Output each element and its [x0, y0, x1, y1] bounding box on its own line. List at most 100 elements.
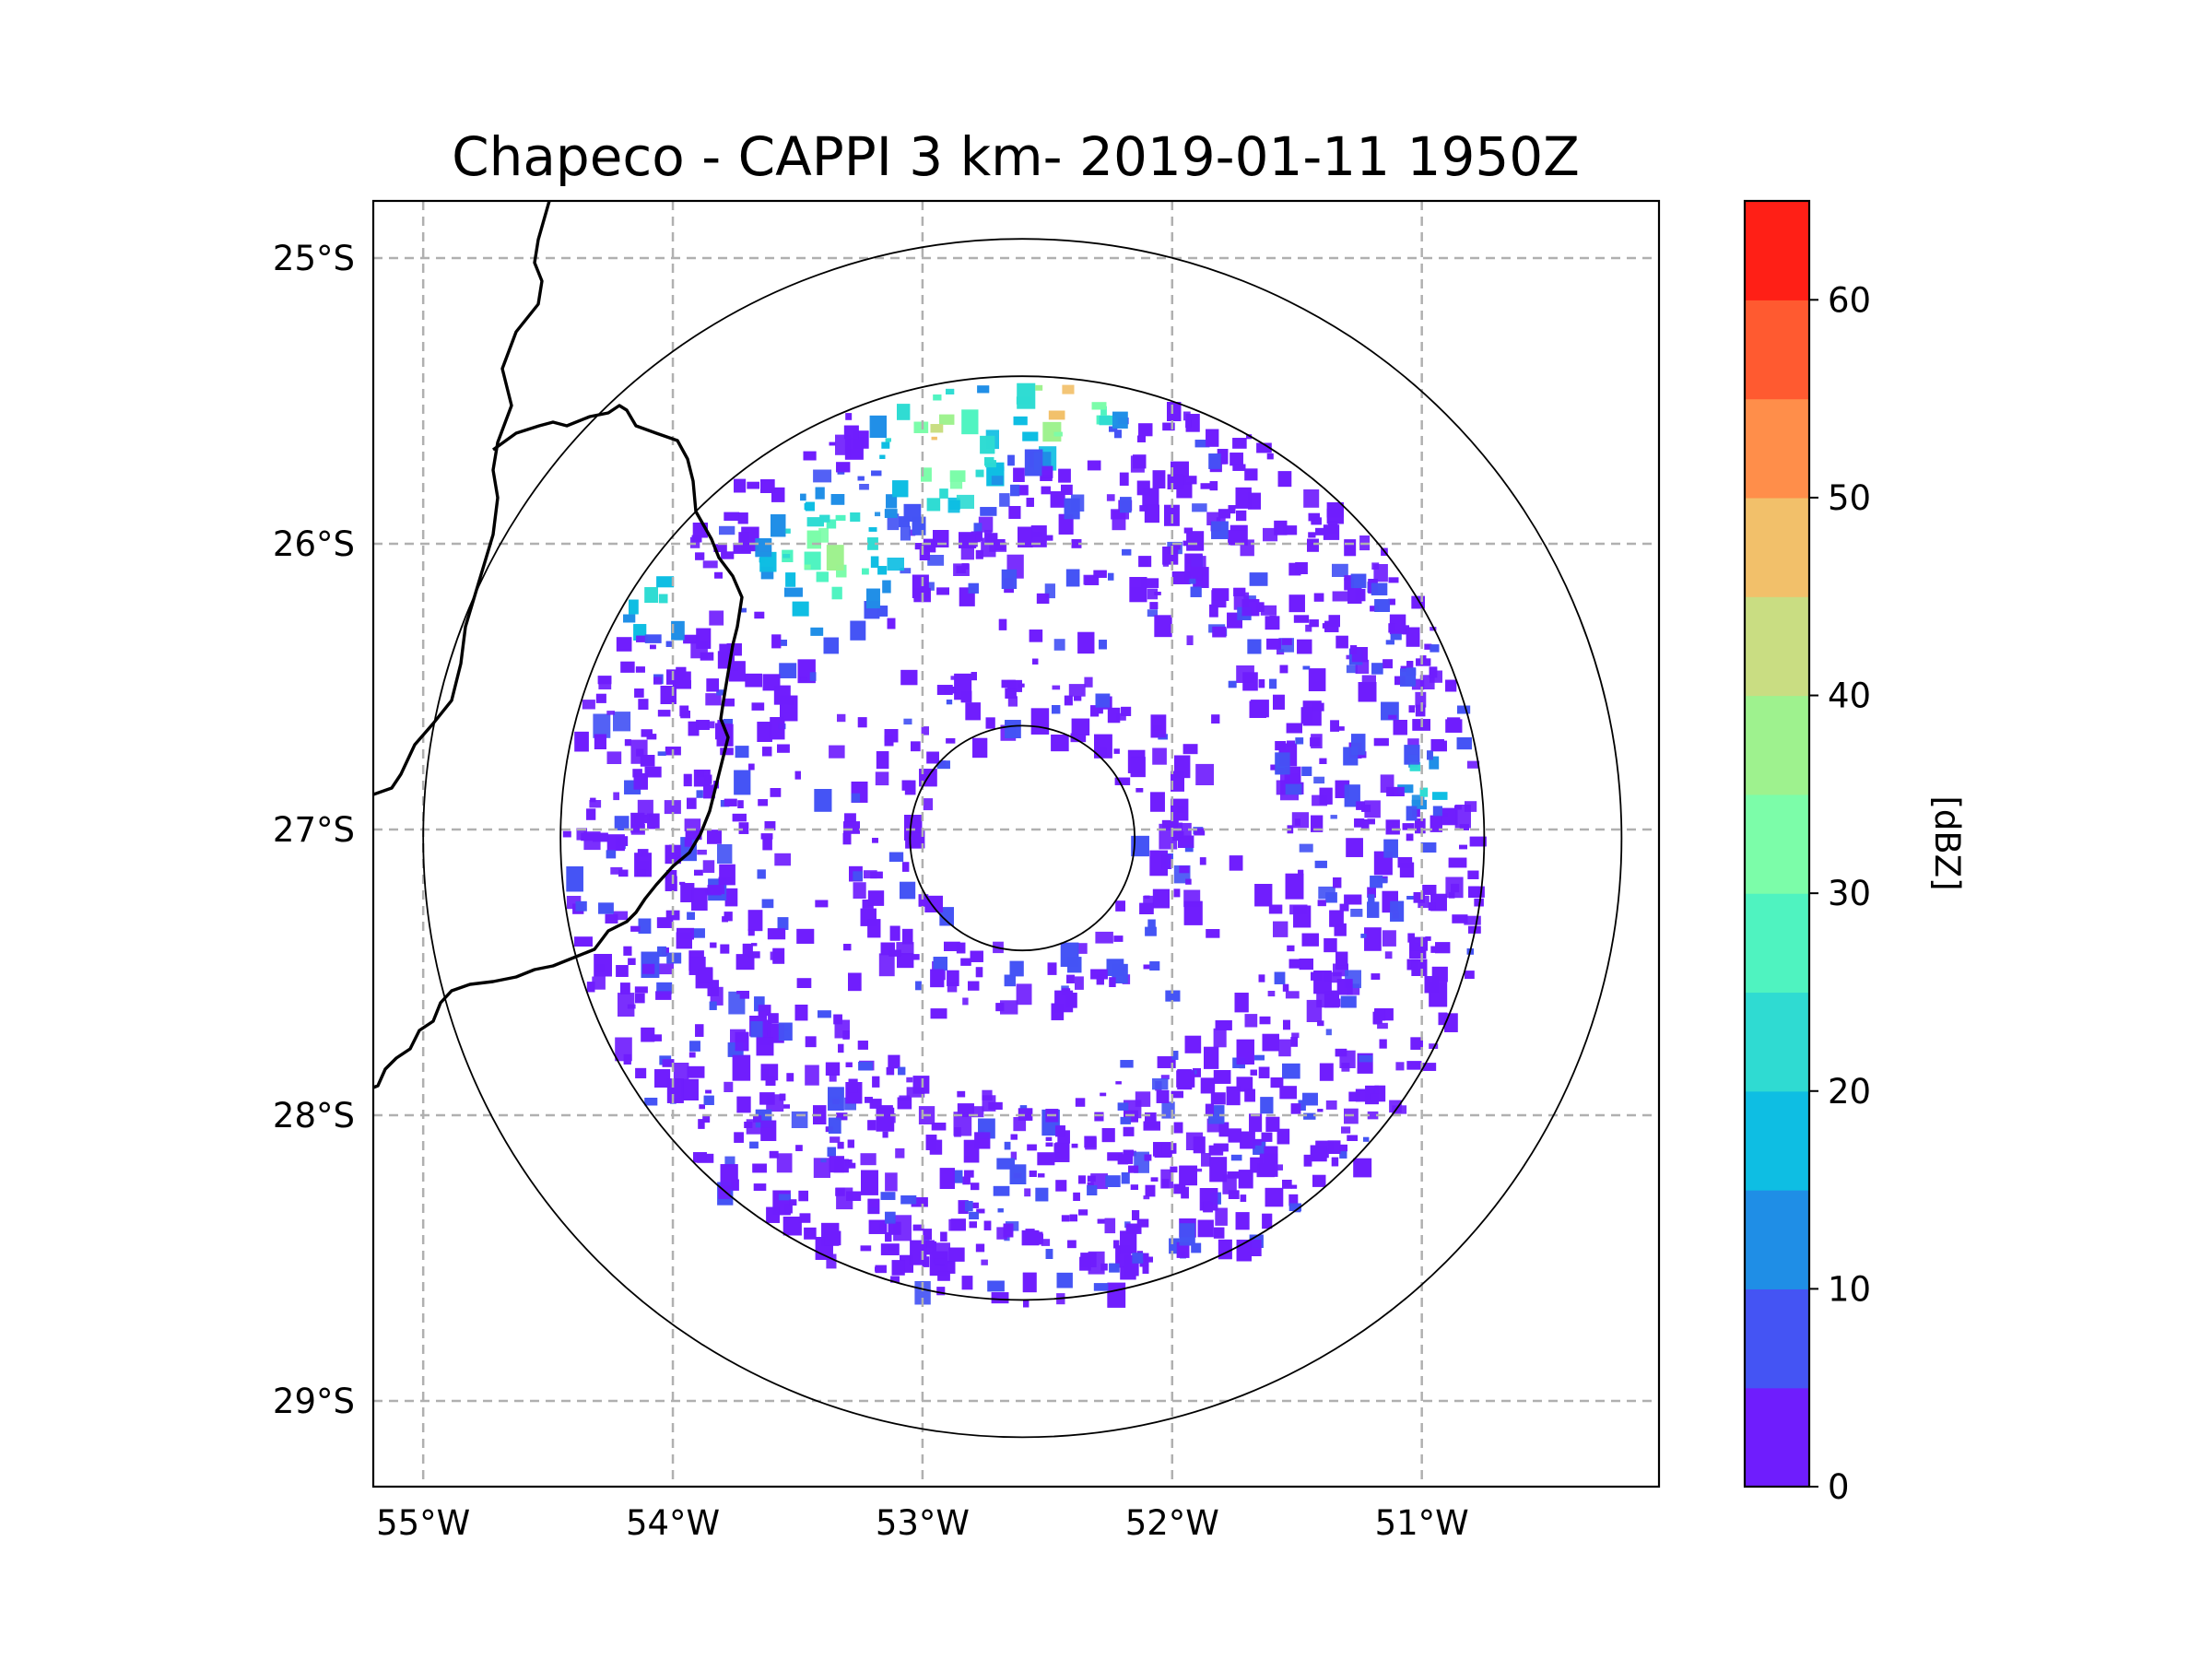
- echo-cell: [1052, 705, 1061, 714]
- echo-cell: [857, 476, 865, 481]
- echo-cell: [1406, 667, 1417, 676]
- echo-cell: [1422, 885, 1437, 895]
- echo-cell: [1415, 691, 1427, 708]
- echo-cell: [1174, 755, 1191, 779]
- echo-cell: [1147, 609, 1158, 618]
- echo-cell: [1377, 1022, 1388, 1030]
- echo-cell: [770, 788, 782, 797]
- echo-cell: [1228, 505, 1236, 514]
- echo-cell: [1122, 548, 1132, 556]
- echo-cell: [1161, 1179, 1170, 1189]
- echo-cell: [831, 586, 842, 600]
- echo-cell: [1415, 704, 1426, 717]
- echo-cell: [613, 712, 631, 732]
- echo-cell: [1326, 508, 1344, 518]
- range-ring: [909, 724, 1136, 952]
- echo-cell: [949, 470, 966, 482]
- echo-cell: [1144, 1154, 1152, 1161]
- echo-cell: [1117, 1102, 1129, 1111]
- echo-cell: [754, 611, 765, 619]
- echo-cell: [724, 798, 737, 806]
- echo-cell: [888, 852, 904, 862]
- echo-cell: [842, 832, 852, 845]
- echo-cell: [1377, 877, 1388, 884]
- echo-cell: [735, 954, 755, 971]
- echo-cell: [702, 560, 718, 569]
- echo-cell: [1333, 877, 1342, 888]
- echo-cell: [868, 1219, 888, 1234]
- echo-cell: [1115, 900, 1125, 912]
- echo-cell: [1341, 1126, 1351, 1134]
- echo-cell: [777, 744, 790, 753]
- echo-cell: [636, 748, 644, 757]
- echo-cell: [1445, 679, 1457, 692]
- echo-cell: [1050, 491, 1065, 508]
- echo-cell: [850, 512, 861, 522]
- echo-cell: [1262, 1213, 1273, 1230]
- echo-cell: [575, 900, 587, 912]
- echo-cell: [1051, 735, 1069, 752]
- echo-cell: [1464, 915, 1481, 925]
- y-tick-label: 26°S: [273, 524, 355, 564]
- echo-cell: [1152, 470, 1166, 488]
- echo-cell: [1256, 602, 1265, 612]
- echo-cell: [975, 1243, 985, 1253]
- colorbar-level: [1745, 992, 1809, 1092]
- echo-cell: [1120, 497, 1132, 513]
- echo-cell: [1260, 605, 1277, 616]
- echo-cell: [1179, 1165, 1197, 1186]
- echo-cell: [732, 1054, 751, 1081]
- echo-cell: [606, 711, 615, 715]
- echo-cell: [1265, 1116, 1280, 1132]
- reflectivity-field: [562, 382, 1487, 1308]
- echo-cell: [1297, 639, 1312, 654]
- echo-cell: [877, 606, 888, 617]
- echo-cell: [1432, 792, 1448, 800]
- echo-cell: [899, 516, 910, 527]
- echo-cell: [1250, 1069, 1257, 1076]
- echo-cell: [1087, 1185, 1098, 1195]
- echo-cell: [1384, 951, 1393, 959]
- echo-cell: [869, 1099, 882, 1109]
- echo-cell: [606, 751, 622, 764]
- echo-cell: [1152, 888, 1170, 909]
- echo-cell: [694, 869, 703, 876]
- echo-cell: [687, 1065, 705, 1078]
- echo-cell: [698, 969, 713, 983]
- echo-cell: [637, 869, 646, 877]
- echo-cell: [1052, 685, 1061, 690]
- echo-cell: [1469, 836, 1487, 847]
- x-tick-label: 52°W: [1125, 1503, 1219, 1543]
- echo-cell: [842, 1030, 850, 1040]
- echo-cell: [857, 1041, 868, 1050]
- echo-cell: [1428, 902, 1436, 911]
- echo-cell: [956, 942, 966, 954]
- echo-cell: [1389, 1100, 1402, 1113]
- echo-cell: [1298, 869, 1304, 876]
- echo-cell: [1114, 429, 1122, 439]
- echo-cell: [1325, 1100, 1337, 1110]
- echo-cell: [779, 1093, 786, 1101]
- echo-cell: [1091, 402, 1107, 410]
- echo-cell: [666, 870, 677, 882]
- echo-cell: [1143, 964, 1150, 970]
- echo-cell: [867, 537, 878, 550]
- echo-cell: [1236, 510, 1247, 522]
- echo-cell: [1435, 942, 1451, 954]
- echo-cell: [1367, 901, 1380, 918]
- echo-cell: [1000, 1000, 1018, 1015]
- echo-cell: [641, 729, 653, 737]
- echo-cell: [1404, 745, 1420, 765]
- echo-cell: [829, 745, 845, 759]
- echo-cell: [1156, 1089, 1170, 1103]
- echo-cell: [1350, 573, 1367, 589]
- echo-cell: [690, 928, 705, 938]
- echo-cell: [860, 1153, 877, 1166]
- echo-cell: [638, 918, 652, 934]
- echo-cell: [1265, 1187, 1284, 1207]
- echo-cell: [906, 1077, 913, 1083]
- echo-cell: [1288, 562, 1301, 576]
- echo-cell: [1411, 678, 1425, 690]
- echo-cell: [1070, 733, 1087, 743]
- echo-cell: [582, 700, 595, 710]
